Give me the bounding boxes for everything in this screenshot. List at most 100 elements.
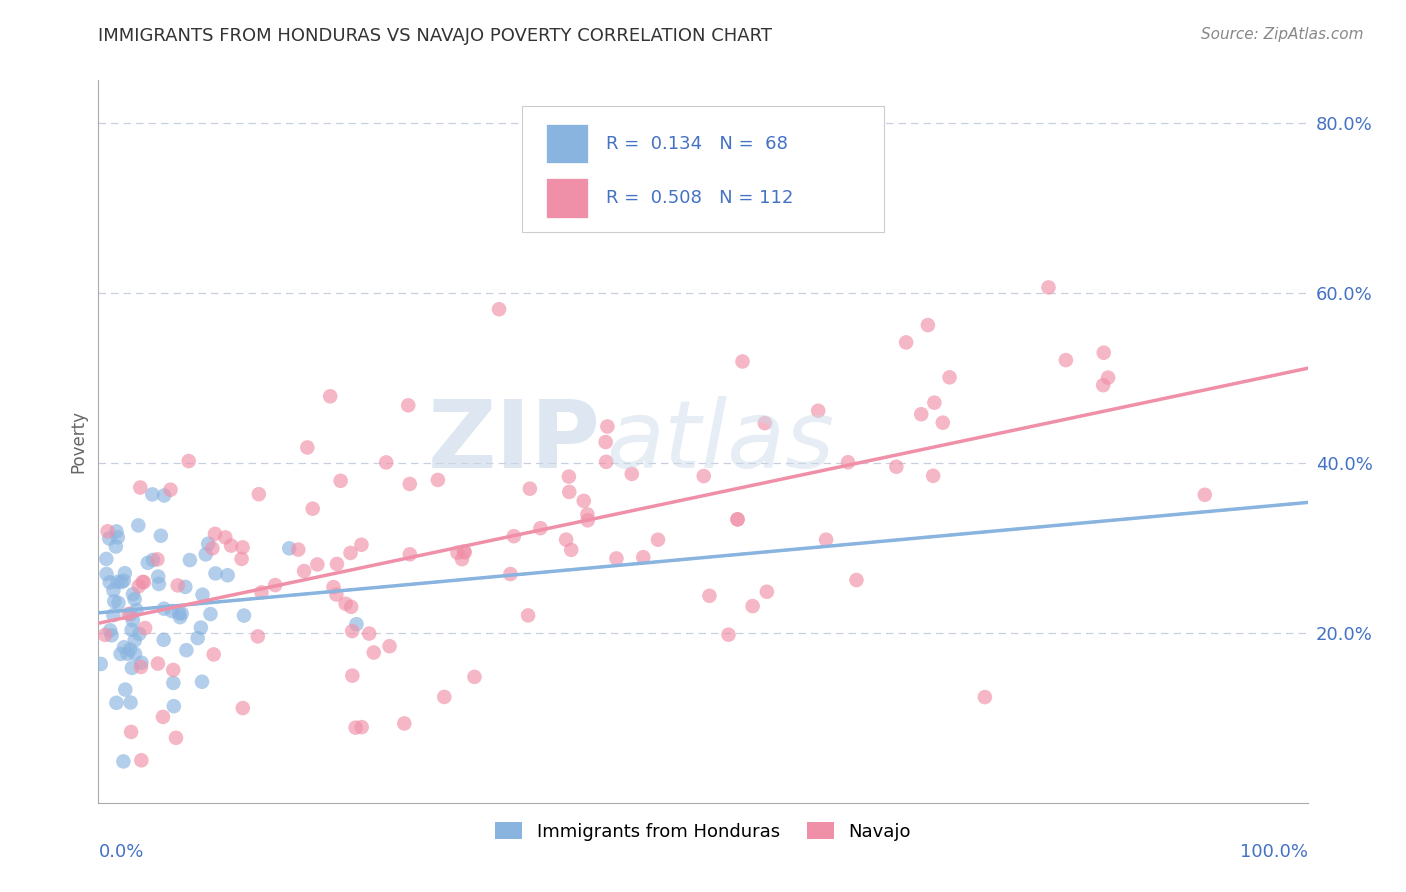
Point: [807, 403, 830, 417]
Text: R =  0.508   N = 112: R = 0.508 N = 112: [606, 189, 793, 207]
Point: [572, 494, 595, 508]
Point: [375, 455, 398, 469]
Point: [104, 540, 127, 554]
Point: [329, 474, 352, 488]
Point: [179, 553, 201, 567]
Point: [727, 512, 749, 526]
Point: [555, 533, 578, 547]
Point: [596, 419, 619, 434]
Point: [264, 578, 287, 592]
Point: [845, 573, 868, 587]
Point: [214, 530, 236, 544]
Point: [131, 753, 153, 767]
Point: [96, 566, 118, 581]
Point: [1054, 353, 1077, 368]
Point: [134, 621, 156, 635]
Point: [973, 690, 995, 705]
Point: [114, 682, 136, 697]
Point: [924, 395, 946, 409]
Point: [246, 629, 269, 643]
Point: [1092, 345, 1115, 359]
Point: [170, 607, 193, 621]
Point: [633, 550, 655, 565]
Bar: [546, 178, 588, 218]
Point: [558, 485, 581, 500]
Point: [142, 553, 165, 567]
Point: [131, 574, 153, 589]
Point: [340, 624, 363, 639]
Point: [112, 640, 135, 655]
Point: [177, 454, 200, 468]
Point: [754, 416, 776, 430]
Point: [287, 542, 309, 557]
Point: [335, 597, 357, 611]
Point: [117, 607, 139, 621]
Point: [194, 548, 217, 562]
Point: [114, 566, 136, 581]
FancyBboxPatch shape: [522, 105, 884, 232]
Point: [502, 529, 524, 543]
Point: [886, 459, 908, 474]
Point: [96, 552, 118, 566]
Point: [894, 335, 917, 350]
Point: [160, 604, 183, 618]
Point: [105, 696, 128, 710]
Point: [1038, 280, 1060, 294]
Point: [717, 628, 740, 642]
Point: [149, 529, 172, 543]
Point: [322, 580, 344, 594]
Y-axis label: Poverty: Poverty: [69, 410, 87, 473]
Point: [292, 564, 315, 578]
Point: [232, 701, 254, 715]
Point: [453, 544, 475, 558]
Point: [499, 567, 522, 582]
Point: [107, 530, 129, 544]
Point: [191, 674, 214, 689]
Point: [232, 541, 254, 555]
Point: [595, 435, 617, 450]
Point: [699, 589, 721, 603]
Point: [110, 647, 132, 661]
Point: [932, 416, 955, 430]
Point: [191, 588, 214, 602]
Point: [398, 547, 420, 561]
Point: [250, 585, 273, 599]
Point: [340, 599, 363, 614]
Point: [558, 469, 581, 483]
Point: [453, 545, 475, 559]
Point: [910, 407, 932, 421]
Point: [378, 639, 401, 653]
Text: Source: ZipAtlas.com: Source: ZipAtlas.com: [1201, 27, 1364, 42]
Point: [94, 628, 117, 642]
Point: [136, 556, 159, 570]
Point: [837, 455, 859, 469]
Point: [426, 473, 449, 487]
Point: [344, 721, 367, 735]
Point: [398, 477, 420, 491]
Point: [339, 546, 361, 560]
Point: [346, 617, 368, 632]
Point: [1097, 370, 1119, 384]
Point: [187, 631, 209, 645]
Point: [396, 398, 419, 412]
Point: [129, 660, 152, 674]
Point: [204, 527, 226, 541]
Point: [120, 696, 142, 710]
Point: [176, 643, 198, 657]
Point: [165, 731, 187, 745]
Point: [922, 468, 945, 483]
Point: [576, 508, 599, 522]
Point: [98, 532, 121, 546]
Point: [605, 551, 627, 566]
Point: [131, 656, 153, 670]
Point: [121, 661, 143, 675]
Legend: Immigrants from Honduras, Navajo: Immigrants from Honduras, Navajo: [488, 814, 918, 848]
Point: [169, 610, 191, 624]
Point: [163, 699, 186, 714]
Point: [141, 487, 163, 501]
Point: [1092, 378, 1115, 392]
Point: [146, 552, 169, 566]
Point: [107, 596, 129, 610]
Point: [350, 720, 373, 734]
Point: [519, 482, 541, 496]
